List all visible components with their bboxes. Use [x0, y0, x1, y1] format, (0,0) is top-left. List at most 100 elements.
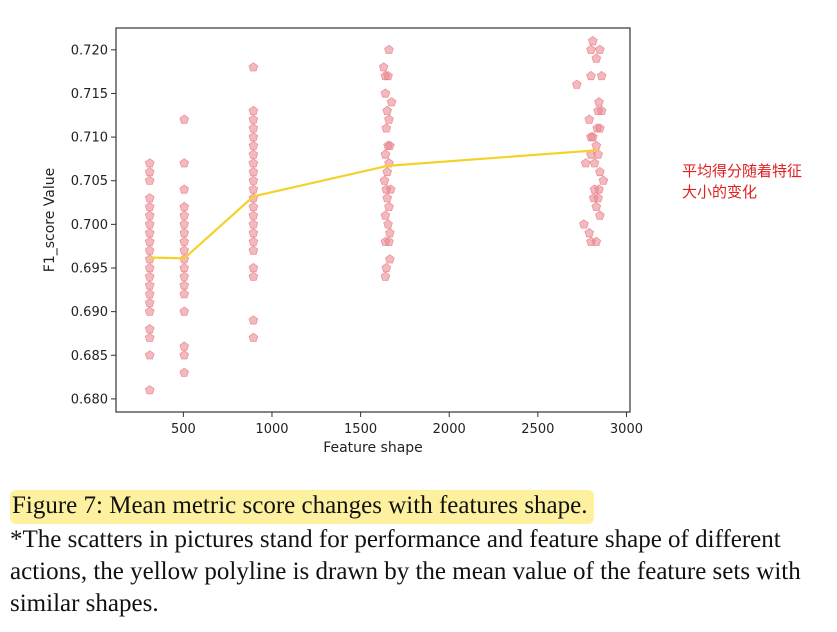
- scatter-point: [589, 158, 600, 168]
- y-tick-label: 0.690: [71, 305, 108, 320]
- scatter-point: [144, 228, 155, 238]
- scatter-point: [248, 271, 259, 281]
- y-tick-label: 0.720: [71, 43, 108, 58]
- scatter-point: [179, 280, 190, 290]
- scatter-point: [593, 149, 603, 159]
- scatter-point: [144, 306, 155, 316]
- scatter-point: [383, 70, 393, 81]
- y-tick-label: 0.705: [71, 174, 108, 189]
- scatter-point: [144, 254, 155, 264]
- x-tick-label: 500: [171, 422, 196, 437]
- scatter-point: [179, 219, 190, 229]
- scatter-point: [248, 262, 259, 273]
- scatter-point: [144, 201, 155, 212]
- scatter-point: [179, 367, 190, 377]
- scatter-point: [179, 262, 190, 273]
- scatter-point: [179, 184, 190, 194]
- scatter-point: [385, 140, 395, 150]
- scatter-point: [248, 105, 259, 115]
- scatter-point: [594, 184, 604, 194]
- scatter-point: [248, 149, 259, 159]
- scatter-point: [179, 350, 190, 360]
- x-tick-label: 1000: [255, 422, 288, 437]
- scatter-point: [248, 245, 259, 255]
- scatter-point: [144, 219, 155, 229]
- scatter-point: [380, 88, 391, 98]
- scatter-point: [579, 219, 589, 229]
- scatter-point: [595, 123, 605, 133]
- scatter-point: [591, 140, 602, 150]
- caption-title: Figure 7: Mean metric score changes with…: [10, 490, 594, 524]
- scatter-point: [179, 306, 190, 316]
- scatter-point: [382, 193, 393, 203]
- scatter-point: [144, 245, 155, 255]
- scatter-point: [144, 332, 155, 342]
- scatter-point: [248, 201, 259, 212]
- scatter-point: [596, 105, 607, 115]
- scatter-point: [248, 184, 259, 194]
- y-axis-title: F1_score Value: [42, 168, 58, 272]
- scatter-point: [591, 201, 602, 212]
- scatter-point: [379, 175, 390, 185]
- scatter-point: [179, 228, 190, 238]
- y-tick-label: 0.710: [71, 131, 108, 146]
- scatter-point: [248, 123, 259, 133]
- x-axis-ticks: 500 1000 1500 2000 2500 3000: [171, 412, 643, 437]
- y-tick-label: 0.715: [71, 87, 108, 102]
- scatter-point: [179, 341, 190, 351]
- scatter-point: [144, 297, 155, 308]
- scatter-point: [248, 114, 259, 124]
- scatter-point: [248, 166, 259, 177]
- x-tick-label: 3000: [610, 422, 643, 437]
- scatter-point: [248, 228, 259, 238]
- y-tick-label: 0.695: [71, 262, 108, 277]
- x-axis-title: Feature shape: [323, 440, 423, 456]
- scatter-point: [179, 158, 190, 168]
- scatter-point: [144, 324, 155, 334]
- scatter-point: [385, 228, 395, 238]
- scatter-point: [384, 114, 394, 124]
- scatter-point: [248, 315, 259, 325]
- scatter-point: [380, 271, 391, 281]
- scatter-point: [179, 114, 190, 124]
- scatter-point: [378, 62, 389, 72]
- chinese-annotation: 平均得分随着特征大小的变化: [682, 162, 803, 201]
- y-tick-label: 0.700: [71, 218, 108, 233]
- scatter-point: [383, 219, 393, 229]
- scatter-point: [248, 132, 259, 142]
- scatter-point: [179, 271, 190, 281]
- scatter-point: [381, 184, 392, 194]
- scatter-point: [248, 140, 259, 150]
- scatter-point: [179, 236, 190, 246]
- scatter-point: [144, 280, 155, 290]
- scatter-point: [587, 36, 598, 46]
- scatter-point: [144, 158, 155, 168]
- scatter-point: [598, 175, 609, 185]
- scatter-point: [596, 70, 607, 81]
- scatter-point: [595, 210, 605, 220]
- y-tick-label: 0.680: [71, 392, 108, 407]
- scatter-point: [179, 245, 190, 255]
- scatter-point: [384, 236, 394, 246]
- scatter-points: [144, 36, 609, 395]
- scatter-point: [179, 201, 190, 212]
- plot-frame: [115, 27, 631, 413]
- scatter-point: [584, 114, 595, 124]
- y-axis-ticks: 0.680 0.685 0.690 0.695 0.700 0.705 0.710 0.715…: [71, 43, 116, 407]
- scatter-point: [587, 132, 598, 142]
- scatter-point: [248, 175, 259, 185]
- scatter-point: [591, 53, 602, 63]
- scatter-point: [179, 210, 190, 220]
- scatter-point: [144, 350, 155, 360]
- caption-note: *The scatters in pictures stand for perf…: [10, 526, 801, 617]
- scatter-point: [595, 166, 605, 177]
- scatter-point: [384, 201, 394, 212]
- scatter-point: [144, 385, 155, 395]
- figure-caption: Figure 7: Mean metric score changes with…: [10, 490, 810, 620]
- scatter-point: [144, 210, 155, 220]
- scatter-point: [591, 236, 602, 246]
- scatter-point: [144, 262, 155, 273]
- scatter-point: [382, 105, 393, 115]
- scatter-point: [584, 228, 595, 238]
- scatter-point: [386, 97, 397, 107]
